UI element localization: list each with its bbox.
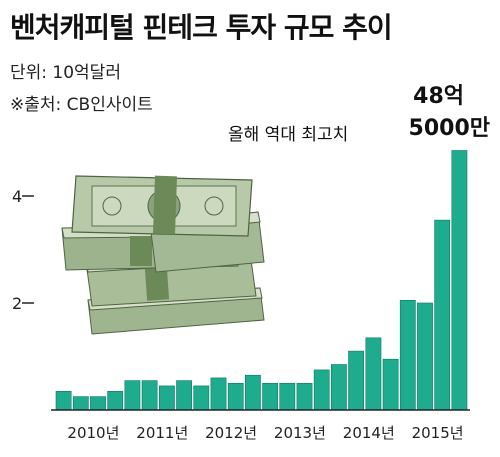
bar xyxy=(262,382,278,411)
bar xyxy=(124,380,141,411)
bar xyxy=(141,380,158,411)
y-tick-label: 2 xyxy=(12,294,22,313)
money-stack-illustration xyxy=(61,175,265,335)
money-bundle-top xyxy=(71,175,253,237)
bar xyxy=(451,150,468,411)
bar xyxy=(210,377,227,411)
x-tick-label: 2011년 xyxy=(136,424,188,442)
chart-title: 벤처캐피털 핀테크 투자 규모 추이 xyxy=(10,11,393,44)
annotation-value-line1: 48억 xyxy=(413,84,464,109)
bar xyxy=(72,396,89,411)
bar xyxy=(313,369,330,411)
bar xyxy=(245,374,261,411)
bar xyxy=(159,385,175,411)
x-tick-label: 2012년 xyxy=(205,424,257,442)
bar xyxy=(55,390,72,411)
bar xyxy=(107,390,124,411)
bar xyxy=(399,299,416,411)
bar xyxy=(382,358,399,411)
bar xyxy=(330,364,347,411)
bar xyxy=(193,385,210,411)
bar xyxy=(348,350,364,411)
bar xyxy=(365,337,382,411)
bar xyxy=(296,382,313,411)
bar xyxy=(227,382,244,411)
x-tick-label: 2013년 xyxy=(274,424,326,442)
x-tick-label: 2015년 xyxy=(412,424,464,442)
bar xyxy=(279,382,296,411)
y-tick-label: 4 xyxy=(12,187,22,206)
bar xyxy=(176,380,192,411)
bar xyxy=(90,396,106,411)
annotation-text: 올해 역대 최고치 xyxy=(228,125,349,145)
annotation-value-line2: 5000만 xyxy=(408,116,490,141)
x-tick-label: 2014년 xyxy=(343,424,395,442)
bar xyxy=(434,219,451,411)
x-tick-label: 2010년 xyxy=(67,424,119,442)
source-label: ※출처: CB인사이트 xyxy=(10,95,153,115)
bar xyxy=(417,302,433,411)
unit-label: 단위: 10억달러 xyxy=(10,63,121,83)
